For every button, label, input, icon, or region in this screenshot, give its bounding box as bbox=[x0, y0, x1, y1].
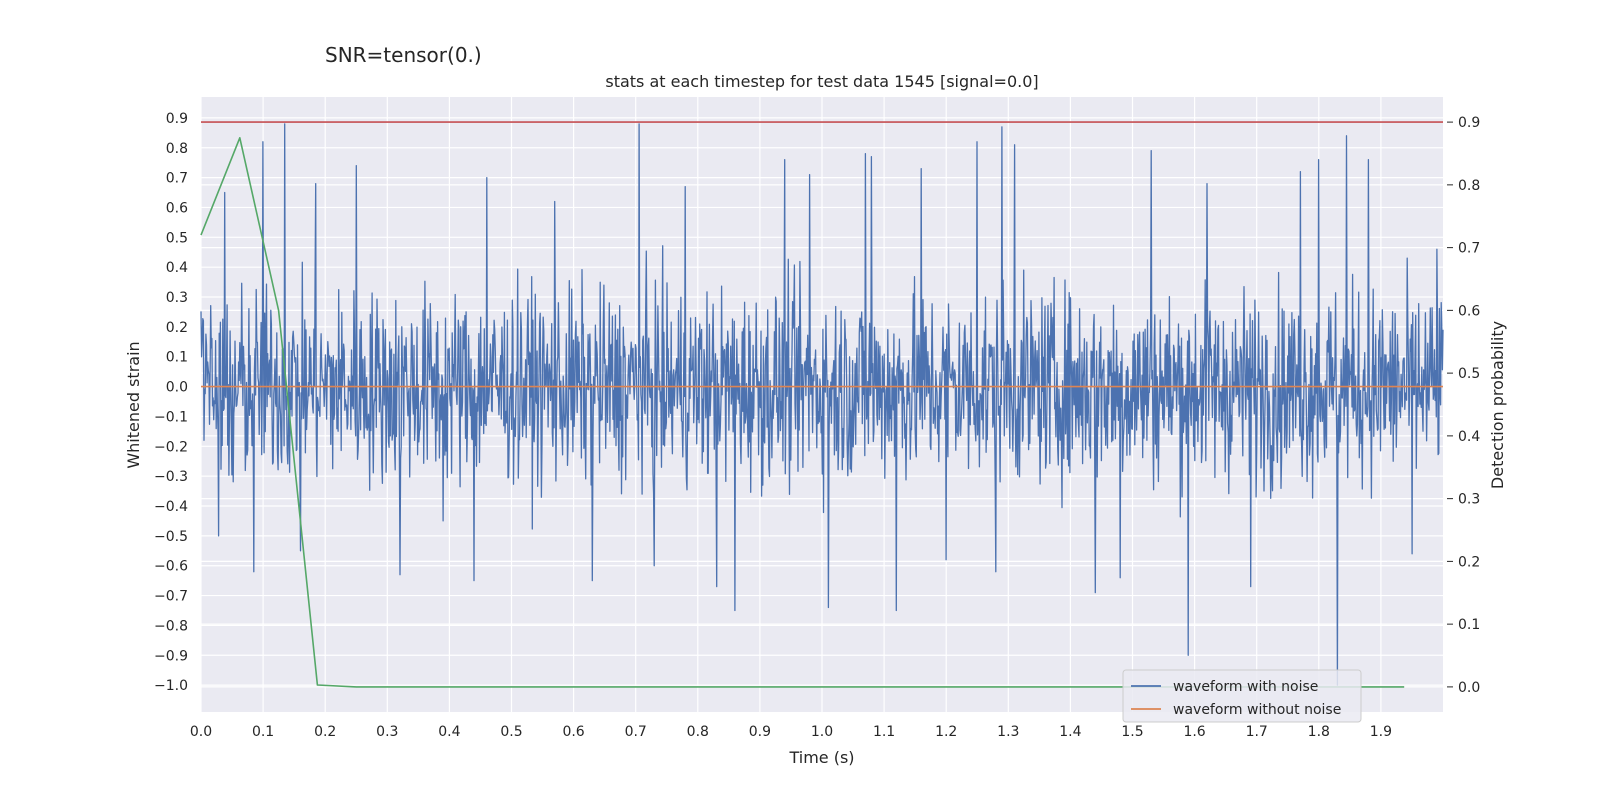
x-tick-label: 0.0 bbox=[190, 724, 212, 740]
series-line-detection-probability bbox=[200, 137, 1405, 688]
x-tick-label: 0.1 bbox=[252, 724, 274, 740]
legend-label: waveform without noise bbox=[1173, 702, 1341, 718]
x-tick-label: 1.0 bbox=[811, 724, 833, 740]
y2-tick-label: 0.9 bbox=[1458, 115, 1480, 131]
y2-tick-label: 0.1 bbox=[1458, 617, 1480, 633]
y2-axis-label: Detection probability bbox=[1488, 321, 1507, 489]
x-tick-label: 1.7 bbox=[1246, 724, 1268, 740]
y-tick-label: −0.3 bbox=[154, 469, 188, 485]
x-axis-label: Time (s) bbox=[788, 748, 854, 767]
y-tick-label: 0.6 bbox=[166, 200, 188, 216]
x-tick-label: 0.9 bbox=[749, 724, 771, 740]
y2-tick-label: 0.2 bbox=[1458, 554, 1480, 570]
y2-tick-label: 0.6 bbox=[1458, 303, 1480, 319]
y-tick-label: 0.4 bbox=[166, 260, 188, 276]
legend: waveform with noise waveform without nois… bbox=[1122, 669, 1362, 723]
x-tick-label: 0.8 bbox=[687, 724, 709, 740]
x-tick-label: 1.5 bbox=[1121, 724, 1143, 740]
x-tick-label: 1.4 bbox=[1059, 724, 1081, 740]
y-tick-label: −0.4 bbox=[154, 499, 188, 515]
y-tick-label: 0.9 bbox=[166, 111, 188, 127]
x-tick-label: 0.5 bbox=[500, 724, 522, 740]
y-tick-label: 0.5 bbox=[166, 230, 188, 246]
x-tick-label: 0.4 bbox=[438, 724, 460, 740]
y2-tick-label: 0.7 bbox=[1458, 241, 1480, 257]
y-tick-label: −0.6 bbox=[154, 559, 188, 575]
legend-frame bbox=[1122, 669, 1362, 723]
y-tick-label: 0.2 bbox=[166, 320, 188, 336]
y2-tick-label: 0.4 bbox=[1458, 429, 1480, 445]
y2-tick-label: 0.5 bbox=[1458, 366, 1480, 382]
y-tick-label: −0.2 bbox=[154, 439, 188, 455]
figure-suptitle: SNR=tensor(0.) bbox=[325, 43, 482, 67]
y2-tick-label: 0.8 bbox=[1458, 178, 1480, 194]
y-tick-label: 0.8 bbox=[166, 141, 188, 157]
axes-layer: 0.0 0.1 0.2 0.3 0.4 0.5 0.6 0.7 0.8 0.9 1.0 1.1 1.2 1… bbox=[154, 111, 1480, 740]
y-axis-label: Whitened strain bbox=[124, 341, 143, 468]
y-tick-label: −0.7 bbox=[154, 589, 188, 605]
y-tick-label: 0.0 bbox=[166, 380, 188, 396]
x-tick-label: 1.9 bbox=[1370, 724, 1392, 740]
series-line-waveform-with-noise bbox=[200, 123, 1444, 686]
legend-label: waveform with noise bbox=[1173, 679, 1318, 695]
x-tick-label: 0.7 bbox=[625, 724, 647, 740]
x-tick-label: 1.6 bbox=[1183, 724, 1205, 740]
y-tick-label: −0.8 bbox=[154, 618, 188, 634]
y-tick-label: 0.3 bbox=[166, 290, 188, 306]
y-tick-label: −0.5 bbox=[154, 529, 188, 545]
x-tick-label: 0.6 bbox=[562, 724, 584, 740]
y-tick-label: 0.1 bbox=[166, 350, 188, 366]
y-tick-label: 0.7 bbox=[166, 171, 188, 187]
series-layer bbox=[200, 121, 1444, 688]
x-tick-label: 1.2 bbox=[935, 724, 957, 740]
x-tick-label: 0.3 bbox=[376, 724, 398, 740]
x-tick-label: 0.2 bbox=[314, 724, 336, 740]
y-tick-label: −1.0 bbox=[154, 678, 188, 694]
x-tick-label: 1.8 bbox=[1308, 724, 1330, 740]
y-tick-label: −0.9 bbox=[154, 648, 188, 664]
y2-tick-label: 0.0 bbox=[1458, 680, 1480, 696]
y-tick-label: −0.1 bbox=[154, 409, 188, 425]
y2-tick-label: 0.3 bbox=[1458, 492, 1480, 508]
x-tick-label: 1.1 bbox=[873, 724, 895, 740]
x-tick-label: 1.3 bbox=[997, 724, 1019, 740]
chart-title: stats at each timestep for test data 154… bbox=[605, 72, 1038, 91]
